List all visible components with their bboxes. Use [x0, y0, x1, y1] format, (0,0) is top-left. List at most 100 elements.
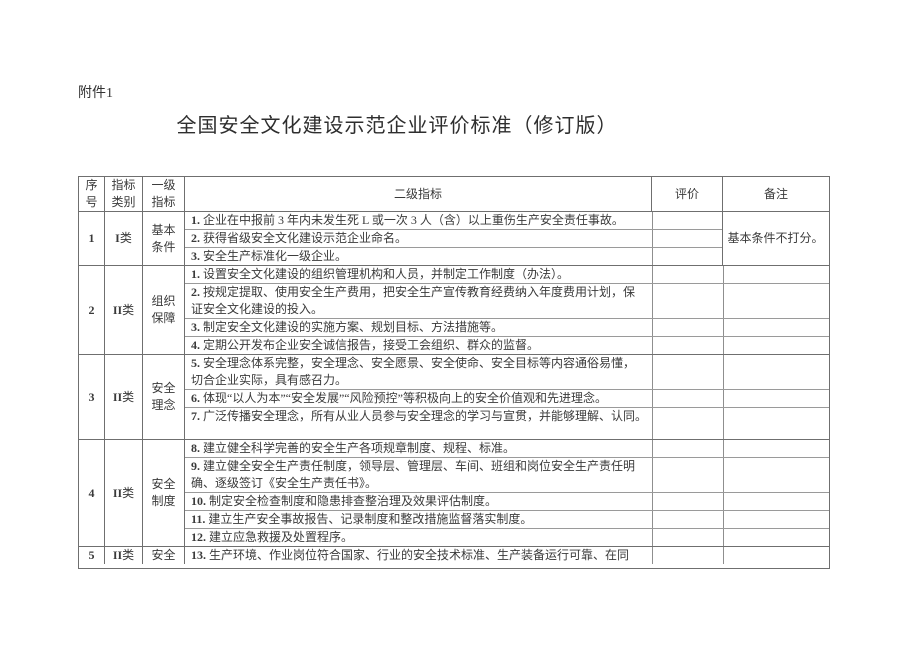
evaluation-cell [652, 319, 723, 336]
serial-cell: 2 [88, 302, 95, 317]
evaluation-cell [652, 284, 723, 318]
item-text: 1. 企业在中报前 3 年内未发生死 L 或一次 3 人（含）以上重伤生产安全责任… [185, 212, 652, 229]
item-number: 3. [191, 249, 200, 263]
evaluation-cell [652, 230, 723, 247]
table-header-row: 序 号 指标 类别 一级 指标 二级指标 评价 备注 [79, 177, 829, 212]
remark-cell [723, 529, 829, 546]
evaluation-cell [652, 266, 723, 283]
item-label: 按规定提取、使用安全生产费用，把安全生产宣传教育经费纳入年度费用计划，保 证安全… [191, 285, 636, 316]
evaluation-cell [652, 458, 723, 492]
header-cell-level1: 一级 指标 [142, 177, 184, 211]
category-cell: II 类 [104, 266, 142, 354]
item-row: 8. 建立健全科学完善的安全生产各项规章制度、规程、标准。 [185, 440, 829, 457]
item-rows: 5. 安全理念体系完整，安全理念、安全愿景、安全使命、安全目标等内容通俗易懂， 切… [184, 355, 829, 439]
evaluation-cell [652, 511, 723, 528]
remark-cell [723, 319, 829, 336]
level1-cell: 安全 理念 [142, 355, 184, 439]
item-number: 2. [191, 285, 200, 299]
item-row: 10. 制定安全检查制度和隐患排查整治理及效果评估制度。 [185, 492, 829, 510]
item-number: 4. [191, 338, 200, 352]
remark-cell [723, 458, 829, 492]
header-cell-level2: 二级指标 [184, 177, 651, 211]
evaluation-cell [652, 212, 723, 229]
category-roman-numeral: II [112, 548, 123, 562]
evaluation-cell [652, 440, 723, 457]
item-row: 6. 体现“以人为本”“安全发展”“风险预控”等积极向上的安全价值观和先进理念。 [185, 389, 829, 407]
item-label: 安全生产标准化一级企业。 [203, 249, 348, 263]
item-text: 12. 建立应急救援及处置程序。 [185, 529, 652, 546]
item-number: 10. [191, 494, 206, 508]
attachment-label: 附件1 [78, 86, 113, 101]
item-text: 5. 安全理念体系完整，安全理念、安全愿景、安全使命、安全目标等内容通俗易懂， 切… [185, 355, 652, 389]
item-row: 2. 获得省级安全文化建设示范企业命名。 [185, 229, 722, 247]
item-row: 3. 制定安全文化建设的实施方案、规划目标、方法措施等。 [185, 318, 829, 336]
item-label: 获得省级安全文化建设示范企业命名。 [203, 231, 408, 245]
item-row: 9. 建立健全安全生产责任制度，领导层、管理层、车间、班组和岗位安全生产责任明 确… [185, 457, 829, 492]
page-title: 全国安全文化建设示范企业评价标准（修订版） [176, 115, 618, 137]
category-roman-numeral: II [112, 485, 123, 500]
item-row: 7. 广泛传播安全理念，所有从业人员参与安全理念的学习与宣贯，并能够理解、认同。 [185, 407, 829, 439]
table-group: 2 II 类组织 保障 1. 设置安全文化建设的组织管理机构和人员，并制定工作制度（办法… [79, 266, 829, 355]
level1-cell: 安全 制度 [142, 440, 184, 546]
item-row: 3. 安全生产标准化一级企业。 [185, 247, 722, 265]
item-text: 11. 建立生产安全事故报告、记录制度和整改措施监督落实制度。 [185, 511, 652, 528]
item-text: 2. 获得省级安全文化建设示范企业命名。 [185, 230, 652, 247]
remark-cell [723, 337, 829, 354]
category-cell: II 类 [104, 440, 142, 546]
item-number: 6. [191, 391, 200, 405]
category-suffix: 类 [122, 548, 135, 562]
item-row: 1. 设置安全文化建设的组织管理机构和人员，并制定工作制度（办法）。 [185, 266, 829, 283]
item-label: 建立健全科学完善的安全生产各项规章制度、规程、标准。 [203, 441, 516, 455]
item-rows: 1. 设置安全文化建设的组织管理机构和人员，并制定工作制度（办法）。 2. 按规定提取… [184, 266, 829, 354]
item-number: 3. [191, 320, 200, 334]
evaluation-cell [652, 337, 723, 354]
table-group: 5 II 类安全 13. 生产环境、作业岗位符合国家、行业的安全技术标准、生产装备运行可… [79, 547, 829, 564]
item-label: 建立健全安全生产责任制度，领导层、管理层、车间、班组和岗位安全生产责任明 确、逐… [191, 459, 636, 490]
item-number: 13. [191, 548, 206, 562]
item-number: 2. [191, 231, 200, 245]
serial-cell: 4 [88, 485, 95, 500]
item-label: 广泛传播安全理念，所有从业人员参与安全理念的学习与宣贯，并能够理解、认同。 [203, 409, 648, 423]
item-number: 7. [191, 409, 200, 423]
category-cell: II 类 [104, 355, 142, 439]
item-rows: 8. 建立健全科学完善的安全生产各项规章制度、规程、标准。 9. 建立健全安全生产责任… [184, 440, 829, 546]
item-text: 8. 建立健全科学完善的安全生产各项规章制度、规程、标准。 [185, 440, 652, 457]
item-label: 设置安全文化建设的组织管理机构和人员，并制定工作制度（办法）。 [203, 267, 570, 281]
evaluation-cell [652, 355, 723, 389]
item-row: 1. 企业在中报前 3 年内未发生死 L 或一次 3 人（含）以上重伤生产安全责任… [185, 212, 722, 229]
item-number: 12. [191, 530, 206, 544]
item-text: 2. 按规定提取、使用安全生产费用，把安全生产宣传教育经费纳入年度费用计划，保 证… [185, 284, 652, 318]
evaluation-cell [652, 408, 723, 439]
category-roman-numeral: I [115, 231, 120, 245]
serial-cell: 3 [88, 389, 95, 404]
header-cell-category: 指标 类别 [104, 177, 142, 211]
evaluation-cell [652, 248, 723, 265]
item-text: 10. 制定安全检查制度和隐患排查整治理及效果评估制度。 [185, 493, 652, 510]
item-label: 建立生产安全事故报告、记录制度和整改措施监督落实制度。 [208, 512, 533, 526]
remark-cell [723, 408, 829, 439]
item-text: 4. 定期公开发布企业安全诚信报告，接受工会组织、群众的监督。 [185, 337, 652, 354]
category-suffix: 类 [122, 485, 135, 500]
item-row: 2. 按规定提取、使用安全生产费用，把安全生产宣传教育经费纳入年度费用计划，保 证… [185, 283, 829, 318]
item-text: 3. 制定安全文化建设的实施方案、规划目标、方法措施等。 [185, 319, 652, 336]
item-row: 12. 建立应急救援及处置程序。 [185, 528, 829, 546]
item-text: 9. 建立健全安全生产责任制度，领导层、管理层、车间、班组和岗位安全生产责任明 确… [185, 458, 652, 492]
item-number: 5. [191, 356, 200, 370]
merged-remark-cell: 基本条件不打分。 [722, 212, 828, 265]
level1-cell: 组织 保障 [142, 266, 184, 354]
item-rows: 13. 生产环境、作业岗位符合国家、行业的安全技术标准、生产装备运行可靠、在同 [184, 547, 829, 564]
evaluation-cell [652, 547, 723, 564]
item-label: 建立应急救援及处置程序。 [209, 530, 354, 544]
serial-cell: 5 [88, 548, 95, 562]
item-number: 8. [191, 441, 200, 455]
item-label: 生产环境、作业岗位符合国家、行业的安全技术标准、生产装备运行可靠、在同 [209, 548, 630, 562]
remark-cell [723, 390, 829, 407]
category-suffix: 类 [122, 302, 135, 317]
item-label: 安全理念体系完整，安全理念、安全愿景、安全使命、安全目标等内容通俗易懂， 切合企… [191, 356, 636, 387]
item-row: 11. 建立生产安全事故报告、记录制度和整改措施监督落实制度。 [185, 510, 829, 528]
item-text: 3. 安全生产标准化一级企业。 [185, 248, 652, 265]
item-number: 1. [191, 267, 200, 281]
